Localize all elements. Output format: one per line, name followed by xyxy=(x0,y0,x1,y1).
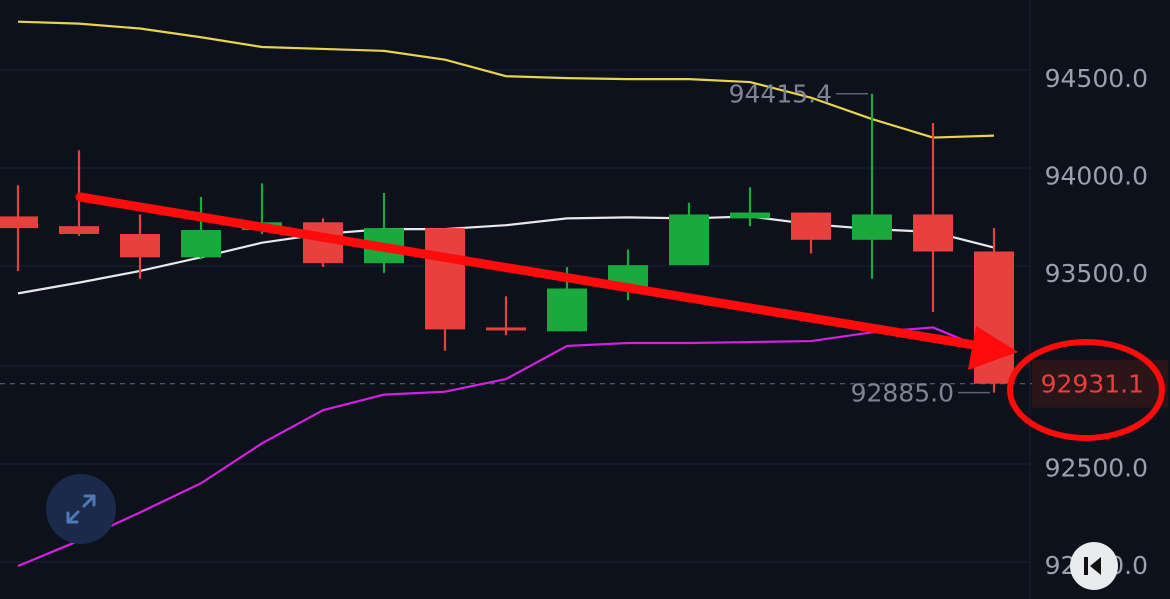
price-axis-label: 93500.0 xyxy=(1045,259,1148,288)
candle-body xyxy=(120,233,160,258)
trend-annotation xyxy=(75,192,1165,441)
candles xyxy=(0,93,1014,393)
high-price-label: 94415.4 xyxy=(729,80,832,109)
low-price-label: 92885.0 xyxy=(851,379,954,408)
last-price-tag-bg xyxy=(1032,359,1168,408)
candle-body xyxy=(791,212,831,240)
expand-chart-button[interactable] xyxy=(46,474,116,544)
moving-average-line xyxy=(17,20,995,139)
expand-arrows-icon xyxy=(66,494,96,524)
candle-body xyxy=(59,226,99,234)
last-price-tag-text: 92931.1 xyxy=(1041,370,1144,399)
skip-back-icon xyxy=(1084,557,1101,575)
price-axis-label: 92500.0 xyxy=(1045,454,1148,483)
candle-body xyxy=(0,216,38,229)
highlight-circle xyxy=(1007,339,1165,441)
candle-body xyxy=(913,214,953,252)
price-axis-label: 94000.0 xyxy=(1045,162,1148,191)
scroll-to-latest-button[interactable] xyxy=(1070,542,1118,590)
candle-body xyxy=(547,288,587,332)
candle-body xyxy=(730,212,770,219)
candle-body xyxy=(425,228,465,330)
candle-body xyxy=(852,214,892,240)
price-axis-label: 94500.0 xyxy=(1045,64,1148,93)
moving-average-line xyxy=(17,326,995,568)
candle-body xyxy=(181,230,221,258)
last-price-tag: 92931.1 xyxy=(1032,359,1168,408)
trend-arrow-head xyxy=(968,326,1018,370)
moving-average-line xyxy=(17,215,995,295)
high-low-markers: 94415.4 92885.0 xyxy=(729,80,990,408)
candle-body xyxy=(486,327,526,331)
trend-arrow-shaft xyxy=(75,192,997,353)
candle-body xyxy=(669,214,709,266)
moving-average-lines xyxy=(17,20,995,568)
grid-lines xyxy=(0,0,1031,599)
